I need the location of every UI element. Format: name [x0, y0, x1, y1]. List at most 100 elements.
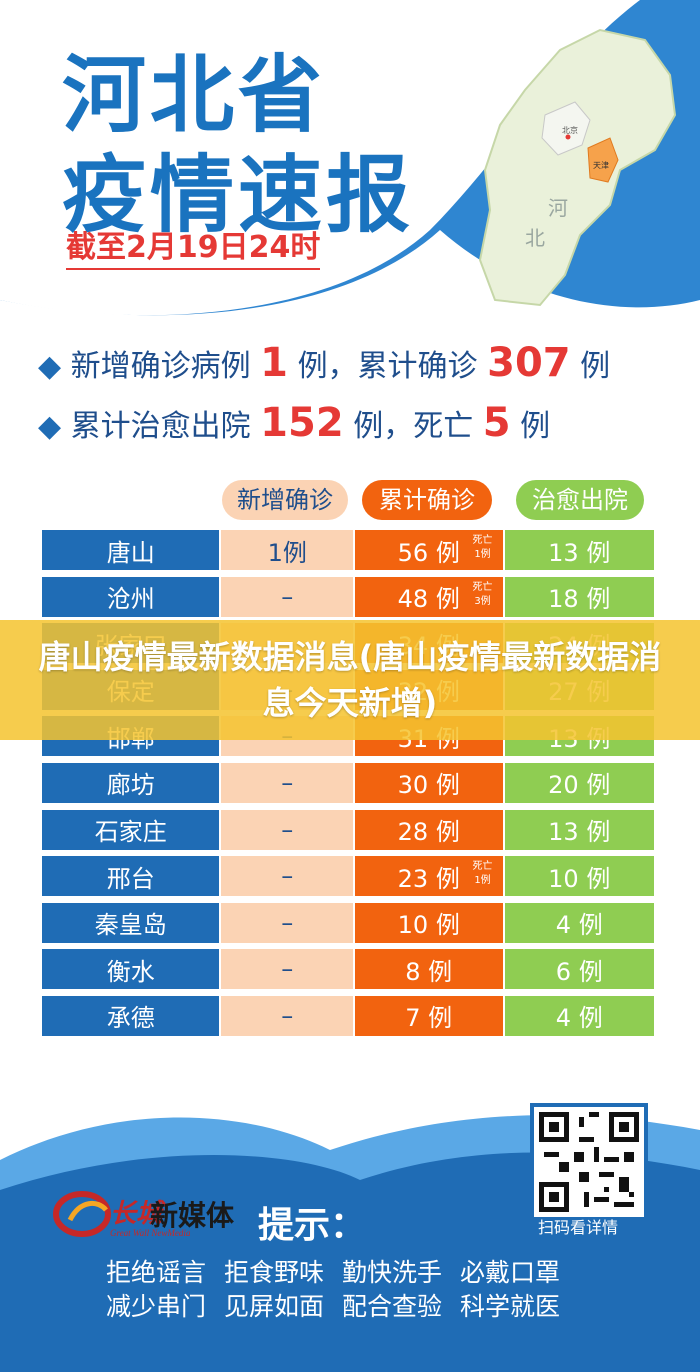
city-cell-text: 沧州: [106, 585, 155, 614]
total-confirmed-cell: 48 例死亡 3例: [354, 576, 503, 617]
total-confirmed-cell-text: 8 例: [405, 957, 453, 986]
summary-text: 例，死亡: [353, 409, 474, 444]
cured-cell: 20 例: [504, 762, 654, 803]
city-cell-text: 承德: [106, 1004, 155, 1033]
total-confirmed-cell: 8 例: [354, 949, 503, 990]
new-confirmed-cell-text: –: [281, 1001, 294, 1030]
table-row: 沧州 – 48 例死亡 3例 18 例: [42, 576, 654, 617]
new-confirmed-cell: –: [221, 995, 353, 1036]
city-cell: 秦皇岛: [42, 902, 220, 943]
death-count: 死亡 1例: [472, 535, 493, 560]
slogan-list: 拒绝谣言 拒食野味 勤快洗手 必戴口罩减少串门 见屏如面 配合查验 科学就医: [106, 1256, 626, 1324]
city-cell-text: 唐山: [106, 538, 155, 567]
qr-caption: 扫码看详情: [538, 1218, 619, 1237]
total-confirmed-cell-text: 56 例: [397, 538, 460, 567]
new-confirmed-cell: –: [221, 576, 353, 617]
page-title-line2: 疫情速报: [62, 146, 415, 244]
new-confirmed-cell-text: –: [281, 862, 294, 891]
tip-title: 提示：: [258, 1205, 367, 1246]
map-label-beijing: 北京: [562, 125, 578, 135]
cured-cell-text: 20 例: [548, 771, 611, 800]
qr-icon: [534, 1107, 644, 1217]
summary-new-count: 1: [260, 340, 289, 386]
header-cured: 治愈出院: [516, 480, 644, 520]
cured-cell: 13 例: [504, 809, 654, 850]
cured-cell: 13 例: [504, 530, 654, 570]
diamond-icon: ◆: [38, 409, 62, 444]
city-cell: 石家庄: [42, 809, 220, 850]
headline-banner: 唐山疫情最新数据消息(唐山疫情最新数据消息今天新增): [0, 620, 700, 740]
total-confirmed-cell-text: 30 例: [397, 771, 460, 800]
cured-cell-text: 18 例: [548, 585, 611, 614]
total-confirmed-cell-text: 28 例: [397, 818, 460, 847]
total-confirmed-cell: 28 例: [354, 809, 503, 850]
table-row: 秦皇岛 – 10 例 4 例: [42, 902, 654, 943]
new-confirmed-cell-text: –: [281, 815, 294, 844]
slogan-item: 勤快洗手: [342, 1258, 443, 1287]
cured-cell-text: 4 例: [555, 1004, 603, 1033]
total-confirmed-cell-text: 48 例: [397, 585, 460, 614]
slogan-item: 拒绝谣言: [106, 1258, 207, 1287]
death-count: 死亡 3例: [472, 581, 493, 607]
footer-background: [0, 1115, 700, 1372]
new-confirmed-cell-text: –: [281, 768, 294, 797]
header-new-confirmed: 新增确诊: [222, 480, 348, 520]
slogan-item: 减少串门: [106, 1292, 207, 1321]
qr-code[interactable]: [530, 1103, 648, 1221]
city-cell-text: 廊坊: [106, 771, 155, 800]
city-cell: 廊坊: [42, 762, 220, 803]
death-count: 死亡 1例: [472, 861, 493, 887]
new-confirmed-cell: 1例: [221, 530, 353, 570]
svg-text:长城: 长城: [110, 1199, 166, 1229]
city-cell-text: 衡水: [106, 957, 155, 986]
total-confirmed-cell: 23 例死亡 1例: [354, 856, 503, 897]
slogan-item: 拒食野味: [224, 1258, 325, 1287]
slogan-item: 科学就医: [460, 1292, 561, 1321]
headline-text: 唐山疫情最新数据消息(唐山疫情最新数据消息今天新增): [38, 638, 662, 722]
table-row: 唐山 1例 56 例死亡 1例 13 例: [42, 530, 654, 570]
slogan-item: 配合查验: [342, 1292, 443, 1321]
brand-name-en: Great Wall NewMedia: [110, 1228, 191, 1238]
new-confirmed-cell-text: –: [281, 908, 294, 937]
city-cell-text: 石家庄: [94, 818, 167, 847]
table-row: 承德 – 7 例 4 例: [42, 995, 654, 1036]
cured-cell: 6 例: [504, 949, 654, 990]
report-date: 截至2月19日24时: [66, 222, 321, 270]
total-confirmed-cell: 7 例: [354, 995, 503, 1036]
city-cell-text: 邢台: [106, 864, 155, 893]
new-confirmed-cell: –: [221, 856, 353, 897]
cured-cell: 10 例: [504, 856, 654, 897]
summary-cured-count: 152: [260, 400, 344, 446]
new-confirmed-cell-text: 1例: [267, 538, 307, 567]
city-cell: 唐山: [42, 530, 220, 570]
slogan-item: 必戴口罩: [460, 1258, 561, 1287]
table-row: 衡水 – 8 例 6 例: [42, 949, 654, 990]
cured-cell: 4 例: [504, 902, 654, 943]
summary-total-count: 307: [487, 340, 571, 386]
page-title-line1: 河北省: [62, 46, 327, 144]
header-total-confirmed: 累计确诊: [362, 480, 492, 520]
cured-cell-text: 10 例: [548, 864, 611, 893]
city-cell: 邢台: [42, 856, 220, 897]
map-label-bei: 北: [525, 226, 545, 250]
summary-line-cured: ◆ 累计治愈出院 152 例，死亡 5 例: [38, 400, 550, 446]
total-confirmed-cell-text: 23 例: [397, 864, 460, 893]
great-wall-logo: 长城: [53, 1191, 166, 1237]
cured-cell-text: 13 例: [548, 818, 611, 847]
summary-death-count: 5: [482, 400, 511, 446]
cured-cell-text: 4 例: [555, 911, 603, 940]
summary-text: 例: [580, 349, 611, 384]
new-confirmed-cell: –: [221, 762, 353, 803]
total-confirmed-cell-text: 7 例: [405, 1004, 453, 1033]
total-confirmed-cell: 30 例: [354, 762, 503, 803]
total-confirmed-cell-text: 10 例: [397, 911, 460, 940]
new-confirmed-cell: –: [221, 902, 353, 943]
city-cell: 衡水: [42, 949, 220, 990]
summary-text: 新增确诊病例: [70, 349, 251, 384]
new-confirmed-cell-text: –: [281, 955, 294, 984]
hebei-map: 北京 天津 河 北: [478, 28, 677, 307]
summary-text: 例，累计确诊: [297, 349, 478, 384]
cured-cell: 18 例: [504, 576, 654, 617]
city-cell: 承德: [42, 995, 220, 1036]
